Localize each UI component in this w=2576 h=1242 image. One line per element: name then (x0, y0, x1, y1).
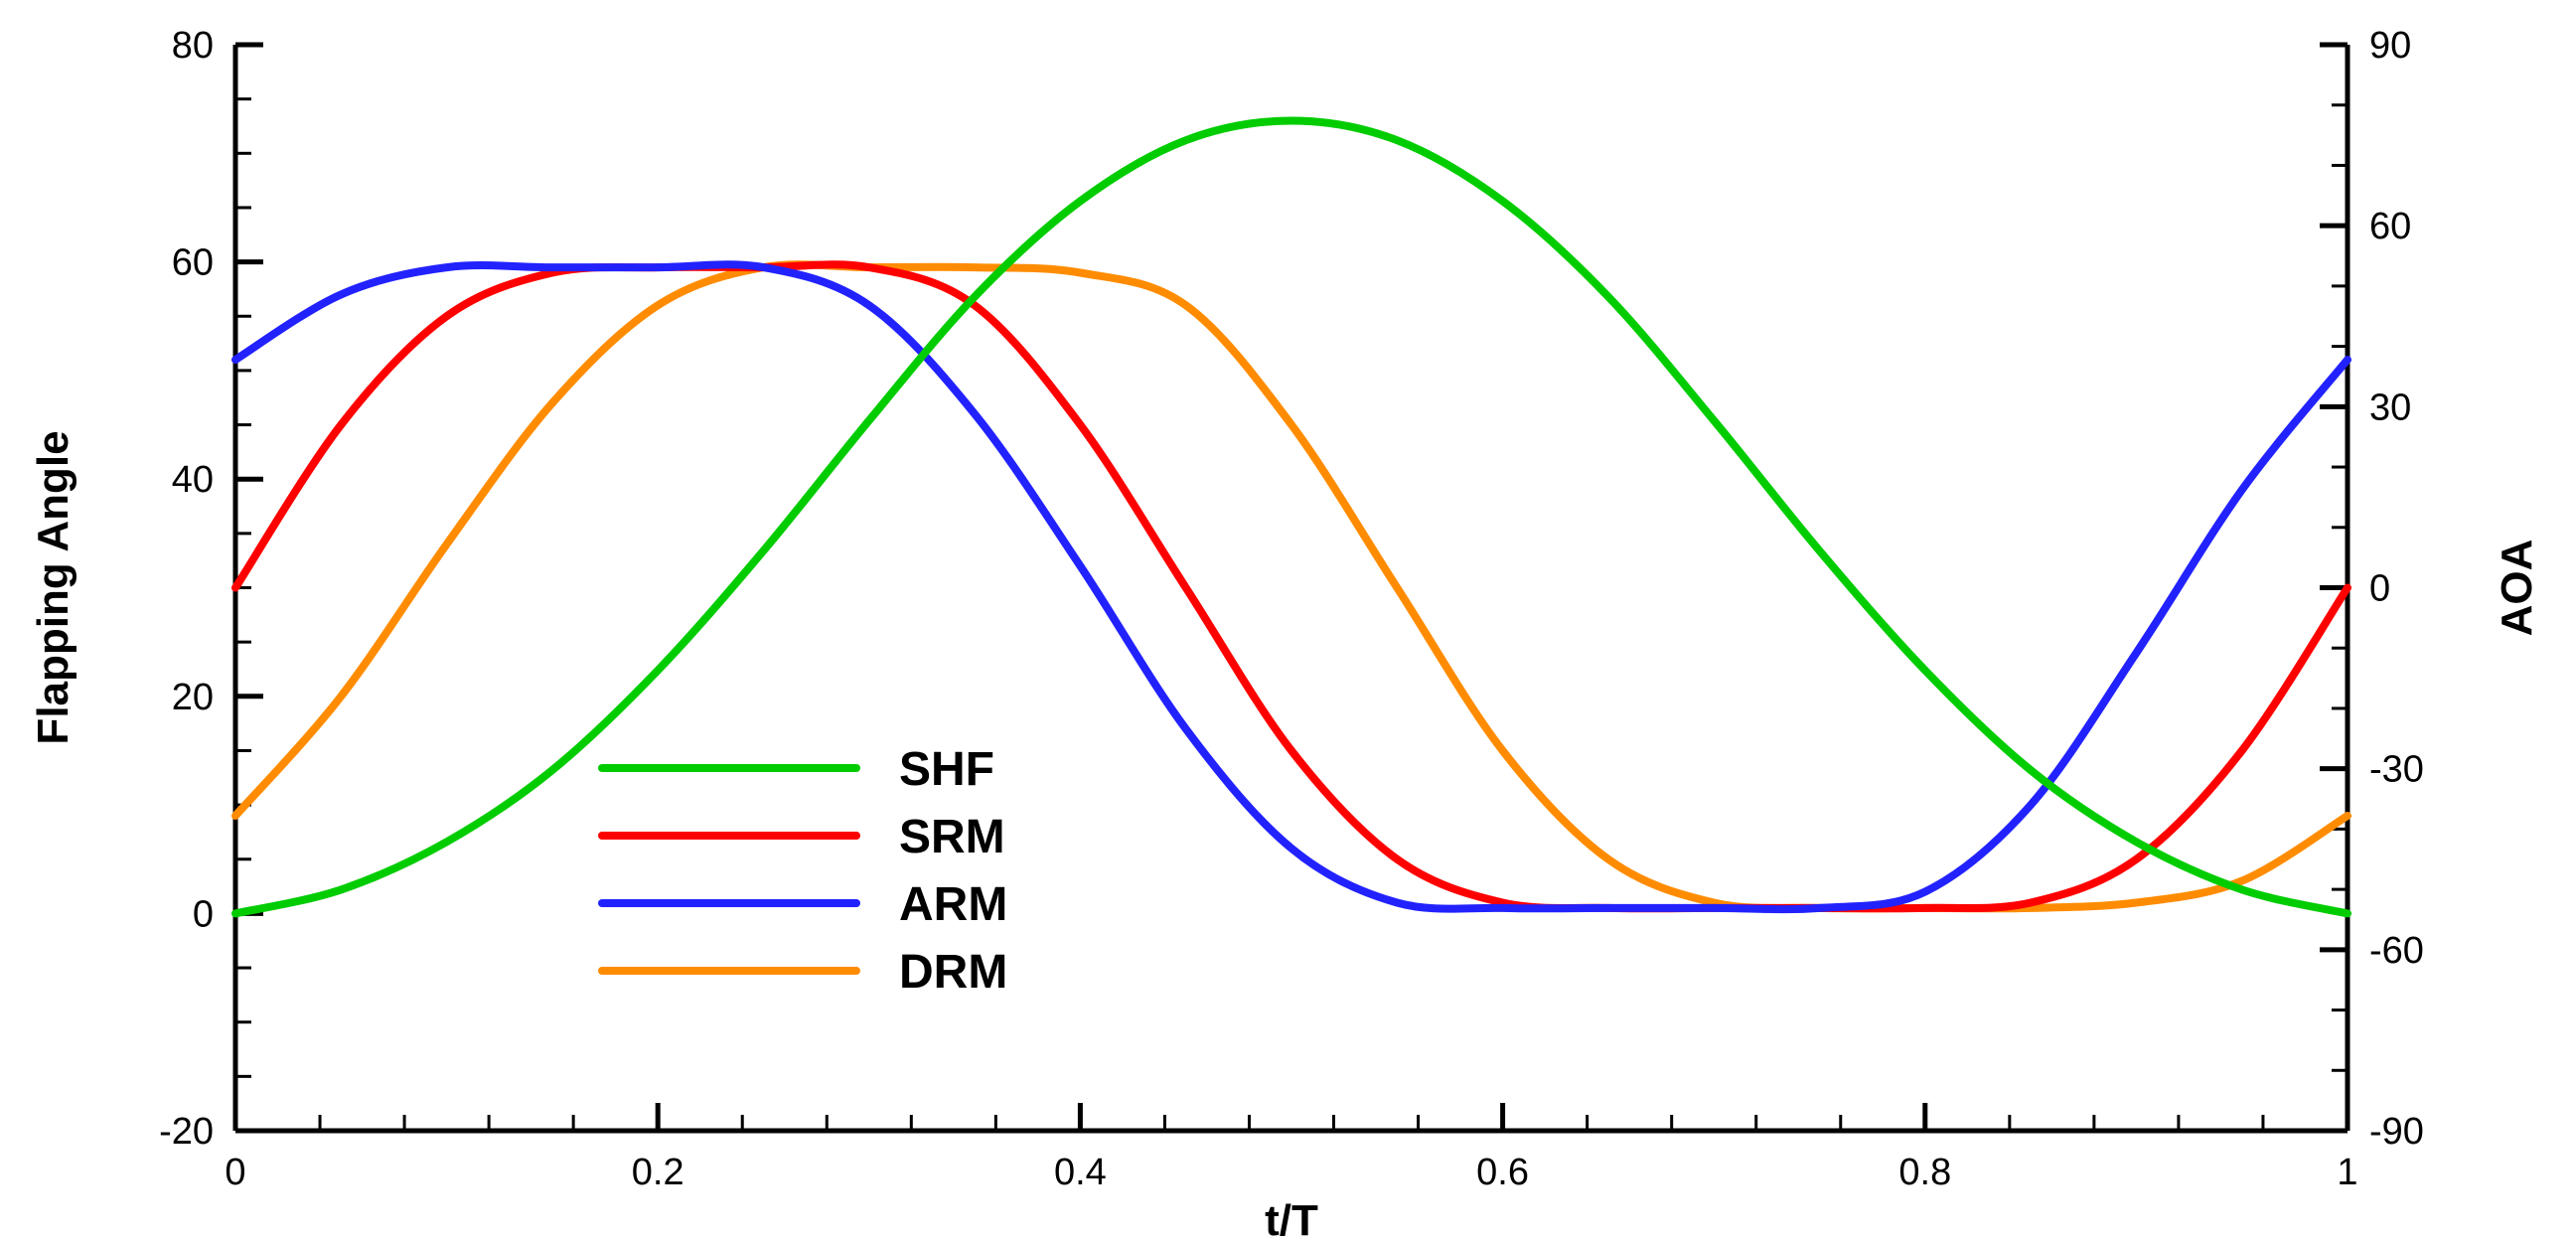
legend-label: DRM (899, 946, 1007, 999)
y2-tick-label: -90 (2369, 1111, 2424, 1153)
x-tick-label: 0.2 (632, 1152, 684, 1193)
series-line-srm (231, 260, 2351, 913)
y2-tick-label: 90 (2369, 25, 2411, 67)
y-tick-label: 60 (172, 242, 214, 284)
legend-item-drm: DRM (598, 946, 1007, 999)
y2-tick-label: 0 (2369, 568, 2390, 610)
y2-tick-label: -30 (2369, 749, 2424, 791)
y-tick-label: 80 (172, 25, 214, 67)
x-tick-label: 0.4 (1054, 1152, 1107, 1193)
y2-tick-label: -60 (2369, 930, 2424, 972)
y2-axis-title: AOA (2493, 540, 2541, 637)
legend-item-arm: ARM (598, 878, 1007, 931)
legend-item-srm: SRM (598, 811, 1005, 863)
x-tick-label: 1 (2337, 1152, 2357, 1193)
labels-layer: t/T Flapping Angle AOA 0 0.2 0.4 0.6 0.8 1 -20… (29, 25, 2541, 1242)
x-tick-label: 0.6 (1476, 1152, 1529, 1193)
series-line-arm (231, 260, 2351, 914)
series-layer (231, 116, 2351, 918)
legend-label: ARM (899, 878, 1007, 931)
y-tick-label: 20 (172, 677, 214, 718)
legend-label: SRM (899, 811, 1005, 863)
x-axis-title: t/T (1265, 1196, 1318, 1242)
y-tick-label: 40 (172, 459, 214, 501)
legend-label: SHF (899, 743, 994, 796)
x-tick-label: 0.8 (1898, 1152, 1951, 1193)
legend-item-shf: SHF (598, 743, 994, 796)
y-tick-label: -20 (159, 1111, 214, 1153)
axes-layer (232, 42, 2350, 1134)
series-line-drm (231, 260, 2351, 913)
y-axis-title: Flapping Angle (29, 430, 77, 744)
y-tick-label: 0 (193, 893, 214, 935)
y2-tick-label: 30 (2369, 387, 2411, 428)
x-tick-label: 0 (225, 1152, 245, 1193)
y2-tick-label: 60 (2369, 206, 2411, 247)
series-line-shf (231, 116, 2351, 918)
legend: SHF SRM ARM DRM (598, 743, 1007, 999)
